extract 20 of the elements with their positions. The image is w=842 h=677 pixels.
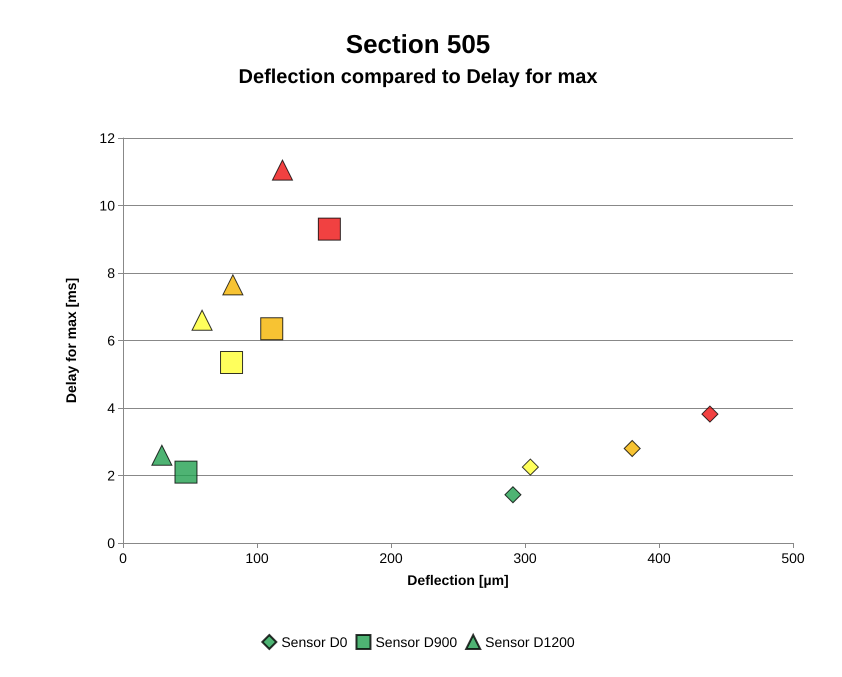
x-tick-label: 300 — [513, 550, 537, 566]
y-tick-label: 6 — [107, 332, 116, 348]
x-tick-label: 400 — [647, 550, 671, 566]
legend-label: Sensor D900 — [375, 634, 458, 650]
x-axis-title: Deflection [µm] — [407, 572, 509, 588]
chart-subtitle: Deflection compared to Delay for max — [238, 66, 598, 88]
y-tick-label: 8 — [107, 265, 116, 281]
legend-label: Sensor D1200 — [485, 634, 575, 650]
y-tick-label: 0 — [107, 535, 116, 551]
y-tick-label: 2 — [107, 468, 116, 484]
legend-label: Sensor D0 — [281, 634, 348, 650]
x-tick-label: 500 — [781, 550, 805, 566]
y-axis-title: Delay for max [ms] — [63, 278, 79, 404]
x-tick-label: 0 — [119, 550, 128, 566]
chart-title: Section 505 — [346, 29, 490, 59]
y-tick-label: 4 — [107, 400, 116, 416]
x-tick-label: 200 — [379, 550, 403, 566]
y-tick-label: 10 — [99, 198, 116, 214]
x-tick-label: 100 — [245, 550, 269, 566]
y-tick-label: 12 — [99, 130, 116, 146]
